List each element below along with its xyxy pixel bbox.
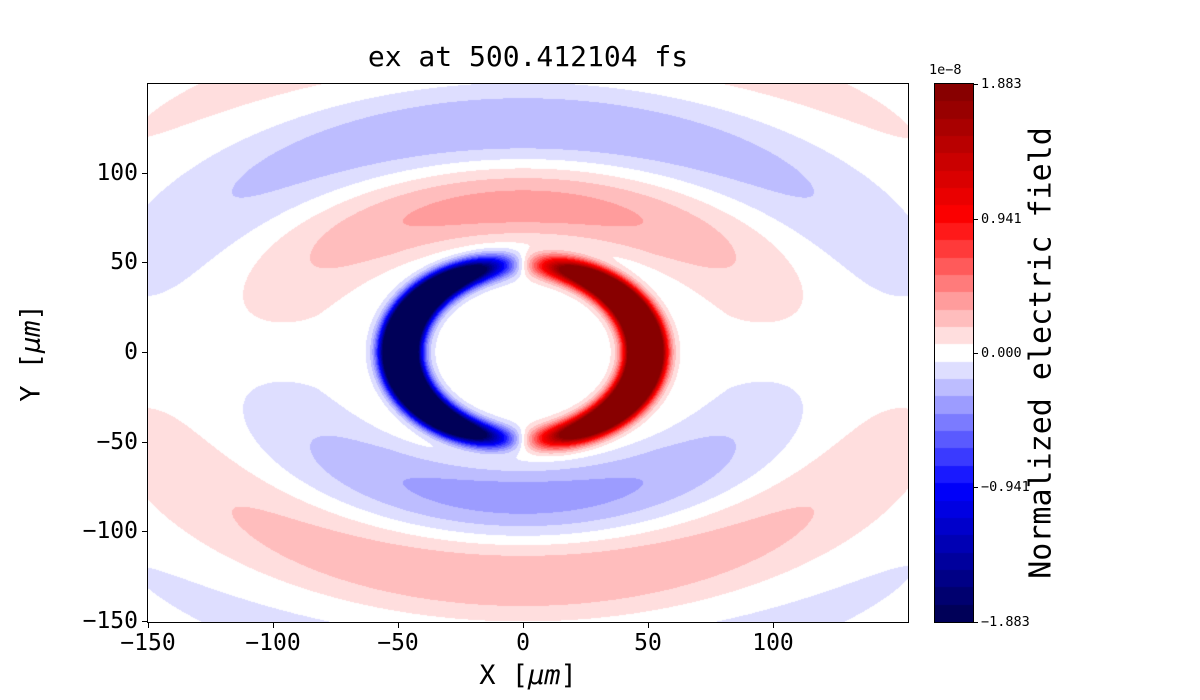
colorbar-tick-label: 0.000 [981, 345, 1022, 361]
x-tick-mark [648, 623, 649, 628]
chart-title: ex at 500.412104 fs [367, 40, 689, 73]
colorbar-tick-mark [974, 218, 978, 220]
colorbar-tick-label: 0.941 [981, 210, 1022, 227]
colorbar-tick-label: −1.883 [981, 614, 1030, 630]
y-tick-mark [142, 441, 147, 443]
y-tick-mark [142, 531, 147, 533]
y-tick-label: −150 [82, 608, 138, 635]
colorbar-tick-mark [974, 622, 978, 623]
y-tick-mark [142, 621, 147, 623]
x-tick-label: −100 [245, 630, 301, 656]
colorbar-tick-mark [974, 84, 978, 85]
colorbar-label: Normalized electric field [1023, 127, 1059, 579]
x-tick-mark [398, 623, 399, 628]
heatmap-canvas [148, 84, 908, 622]
x-axis-label-unit: μm [528, 660, 561, 691]
x-tick-label: 0 [516, 630, 530, 656]
x-tick-mark [523, 623, 524, 628]
x-tick-label: −50 [377, 630, 419, 656]
x-axis-label: X [μm] [148, 660, 908, 692]
y-tick-label: −100 [82, 518, 138, 545]
x-tick-mark [273, 623, 274, 628]
x-tick-label: −150 [120, 630, 176, 656]
y-tick-mark [142, 172, 147, 174]
plot-area [147, 83, 909, 623]
colorbar [934, 83, 974, 623]
y-tick-label: 100 [96, 159, 138, 186]
colorbar-scale-text: 1e−8 [929, 62, 962, 78]
x-tick-mark [773, 623, 774, 628]
colorbar-tick-label: 1.883 [981, 76, 1022, 92]
y-tick-mark [142, 262, 147, 264]
y-tick-label: −50 [96, 428, 138, 455]
x-axis-label-post: ] [560, 660, 577, 691]
x-tick-label: 100 [752, 630, 794, 656]
colorbar-tick-mark [974, 353, 978, 354]
y-tick-label: 50 [110, 249, 138, 276]
y-tick-mark [142, 352, 147, 354]
y-tick-label: 0 [124, 339, 138, 366]
colorbar-canvas [935, 84, 973, 622]
x-tick-label: 50 [634, 630, 662, 656]
y-axis-label-post: ] [15, 304, 47, 321]
colorbar-tick-mark [974, 487, 978, 489]
x-axis-label-pre: X [ [479, 660, 528, 691]
colorbar-tick-label: −0.941 [981, 479, 1030, 496]
x-tick-mark [148, 623, 149, 628]
